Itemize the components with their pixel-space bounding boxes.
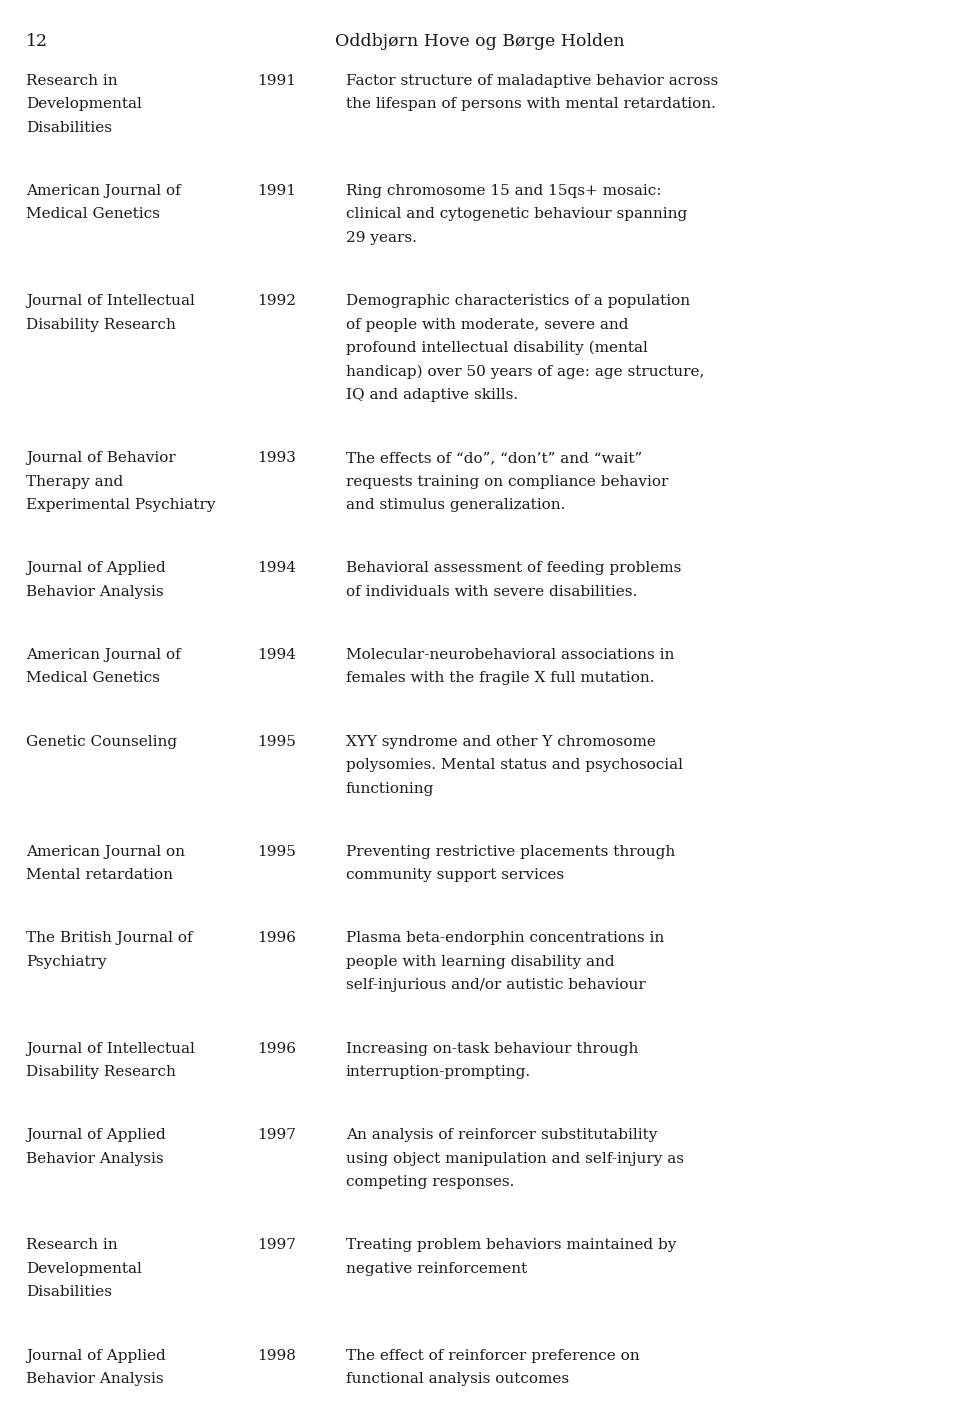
Text: Therapy and: Therapy and xyxy=(26,475,123,489)
Text: Oddbjørn Hove og Børge Holden: Oddbjørn Hove og Børge Holden xyxy=(335,33,625,50)
Text: Ring chromosome 15 and 15qs+ mosaic:: Ring chromosome 15 and 15qs+ mosaic: xyxy=(346,185,661,198)
Text: profound intellectual disability (mental: profound intellectual disability (mental xyxy=(346,341,647,355)
Text: 1991: 1991 xyxy=(257,74,297,88)
Text: people with learning disability and: people with learning disability and xyxy=(346,955,614,969)
Text: Behavior Analysis: Behavior Analysis xyxy=(26,1373,163,1385)
Text: interruption-prompting.: interruption-prompting. xyxy=(346,1066,531,1079)
Text: Research in: Research in xyxy=(26,1239,117,1252)
Text: Developmental: Developmental xyxy=(26,1262,142,1276)
Text: Experimental Psychiatry: Experimental Psychiatry xyxy=(26,499,215,512)
Text: clinical and cytogenetic behaviour spanning: clinical and cytogenetic behaviour spann… xyxy=(346,207,686,222)
Text: 1994: 1994 xyxy=(257,648,297,662)
Text: functioning: functioning xyxy=(346,782,434,796)
Text: Journal of Applied: Journal of Applied xyxy=(26,1128,166,1142)
Text: Disability Research: Disability Research xyxy=(26,1066,176,1079)
Text: 1993: 1993 xyxy=(257,452,296,465)
Text: The effects of “do”, “don’t” and “wait”: The effects of “do”, “don’t” and “wait” xyxy=(346,452,642,465)
Text: 1997: 1997 xyxy=(257,1128,296,1142)
Text: 29 years.: 29 years. xyxy=(346,232,417,244)
Text: 1995: 1995 xyxy=(257,845,296,858)
Text: Journal of Applied: Journal of Applied xyxy=(26,1349,166,1363)
Text: Journal of Intellectual: Journal of Intellectual xyxy=(26,1042,195,1056)
Text: negative reinforcement: negative reinforcement xyxy=(346,1262,527,1276)
Text: Developmental: Developmental xyxy=(26,97,142,111)
Text: of people with moderate, severe and: of people with moderate, severe and xyxy=(346,317,628,331)
Text: Medical Genetics: Medical Genetics xyxy=(26,207,159,222)
Text: 1995: 1995 xyxy=(257,735,296,749)
Text: Preventing restrictive placements through: Preventing restrictive placements throug… xyxy=(346,845,675,858)
Text: the lifespan of persons with mental retardation.: the lifespan of persons with mental reta… xyxy=(346,97,715,111)
Text: Journal of Applied: Journal of Applied xyxy=(26,561,166,576)
Text: 1996: 1996 xyxy=(257,1042,297,1056)
Text: Mental retardation: Mental retardation xyxy=(26,868,173,882)
Text: 1998: 1998 xyxy=(257,1349,296,1363)
Text: Behavior Analysis: Behavior Analysis xyxy=(26,585,163,598)
Text: and stimulus generalization.: and stimulus generalization. xyxy=(346,499,565,512)
Text: IQ and adaptive skills.: IQ and adaptive skills. xyxy=(346,388,517,402)
Text: using object manipulation and self-injury as: using object manipulation and self-injur… xyxy=(346,1152,684,1165)
Text: The British Journal of: The British Journal of xyxy=(26,932,193,945)
Text: The effect of reinforcer preference on: The effect of reinforcer preference on xyxy=(346,1349,639,1363)
Text: An analysis of reinforcer substitutability: An analysis of reinforcer substitutabili… xyxy=(346,1128,657,1142)
Text: Behavior Analysis: Behavior Analysis xyxy=(26,1152,163,1165)
Text: competing responses.: competing responses. xyxy=(346,1175,514,1189)
Text: 1994: 1994 xyxy=(257,561,297,576)
Text: Behavioral assessment of feeding problems: Behavioral assessment of feeding problem… xyxy=(346,561,681,576)
Text: Journal of Intellectual: Journal of Intellectual xyxy=(26,294,195,308)
Text: Disabilities: Disabilities xyxy=(26,121,112,135)
Text: handicap) over 50 years of age: age structure,: handicap) over 50 years of age: age stru… xyxy=(346,364,704,379)
Text: Journal of Behavior: Journal of Behavior xyxy=(26,452,176,465)
Text: self-injurious and/or autistic behaviour: self-injurious and/or autistic behaviour xyxy=(346,979,645,992)
Text: community support services: community support services xyxy=(346,868,564,882)
Text: Plasma beta-endorphin concentrations in: Plasma beta-endorphin concentrations in xyxy=(346,932,664,945)
Text: of individuals with severe disabilities.: of individuals with severe disabilities. xyxy=(346,585,636,598)
Text: females with the fragile X full mutation.: females with the fragile X full mutation… xyxy=(346,672,654,685)
Text: 1991: 1991 xyxy=(257,185,297,198)
Text: American Journal on: American Journal on xyxy=(26,845,185,858)
Text: Molecular-neurobehavioral associations in: Molecular-neurobehavioral associations i… xyxy=(346,648,674,662)
Text: polysomies. Mental status and psychosocial: polysomies. Mental status and psychosoci… xyxy=(346,759,683,772)
Text: Demographic characteristics of a population: Demographic characteristics of a populat… xyxy=(346,294,689,308)
Text: American Journal of: American Journal of xyxy=(26,648,180,662)
Text: Treating problem behaviors maintained by: Treating problem behaviors maintained by xyxy=(346,1239,676,1252)
Text: Increasing on-task behaviour through: Increasing on-task behaviour through xyxy=(346,1042,638,1056)
Text: Research in: Research in xyxy=(26,74,117,88)
Text: 12: 12 xyxy=(26,33,48,50)
Text: 1996: 1996 xyxy=(257,932,297,945)
Text: 1992: 1992 xyxy=(257,294,297,308)
Text: 1997: 1997 xyxy=(257,1239,296,1252)
Text: Disabilities: Disabilities xyxy=(26,1286,112,1299)
Text: Disability Research: Disability Research xyxy=(26,317,176,331)
Text: functional analysis outcomes: functional analysis outcomes xyxy=(346,1373,568,1385)
Text: XYY syndrome and other Y chromosome: XYY syndrome and other Y chromosome xyxy=(346,735,656,749)
Text: Genetic Counseling: Genetic Counseling xyxy=(26,735,177,749)
Text: Psychiatry: Psychiatry xyxy=(26,955,107,969)
Text: American Journal of: American Journal of xyxy=(26,185,180,198)
Text: requests training on compliance behavior: requests training on compliance behavior xyxy=(346,475,668,489)
Text: Medical Genetics: Medical Genetics xyxy=(26,672,159,685)
Text: Factor structure of maladaptive behavior across: Factor structure of maladaptive behavior… xyxy=(346,74,718,88)
